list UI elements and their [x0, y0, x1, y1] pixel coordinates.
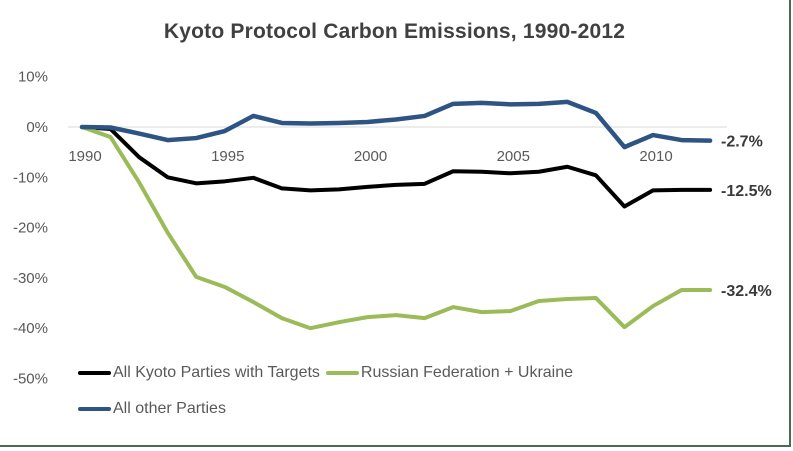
- line-swatch-icon: [78, 371, 111, 375]
- series-end-label: -2.7%: [721, 134, 763, 151]
- y-axis-tick-label: -50%: [13, 371, 48, 388]
- y-axis-tick-label: -20%: [13, 220, 48, 237]
- legend-label: All other Parties: [113, 400, 226, 417]
- y-axis-tick-label: 10%: [18, 69, 48, 86]
- series-line: [79, 99, 713, 150]
- y-axis-tick-label: 0%: [26, 119, 48, 136]
- y-axis-tick-label: -40%: [13, 320, 48, 337]
- y-axis-tick-label: -30%: [13, 270, 48, 287]
- chart-title: Kyoto Protocol Carbon Emissions, 1990-20…: [163, 20, 626, 43]
- x-axis-tick-label: 2010: [639, 148, 672, 165]
- legend-label: All Kyoto Parties with Targets: [113, 364, 320, 381]
- legend-item-kyoto-parties: All Kyoto Parties with Targets: [78, 364, 320, 382]
- y-axis-tick-label: -10%: [13, 169, 48, 186]
- line-swatch-icon: [325, 371, 359, 375]
- line-swatch-icon: [78, 407, 111, 411]
- chart-legend: All Kyoto Parties with Targets Russian F…: [78, 364, 723, 418]
- x-axis-tick-label: 1990: [68, 148, 101, 165]
- series-end-label: -12.5%: [721, 183, 772, 200]
- x-axis-tick-label: 2005: [497, 148, 530, 165]
- legend-label: Russian Federation + Ukraine: [360, 364, 574, 381]
- series-end-label: -32.4%: [721, 283, 772, 300]
- legend-item-all-other-parties: All other Parties: [78, 400, 226, 418]
- x-axis-tick-label: 2000: [354, 148, 387, 165]
- series-line: [80, 125, 713, 331]
- series-line: [80, 125, 713, 209]
- legend-item-russia-ukraine: Russian Federation + Ukraine: [325, 364, 574, 382]
- x-axis-tick-label: 1995: [211, 148, 244, 165]
